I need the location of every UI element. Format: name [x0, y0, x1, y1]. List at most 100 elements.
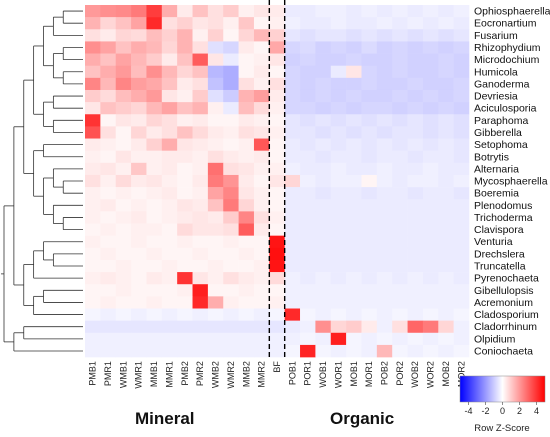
column-label: WMR2	[226, 361, 236, 389]
heatmap-cell	[192, 223, 209, 236]
heatmap-cell	[361, 296, 378, 309]
heatmap-cell	[100, 29, 117, 42]
heatmap-cell	[453, 284, 470, 297]
heatmap-cell	[223, 308, 239, 321]
heatmap-cell	[100, 138, 117, 151]
heatmap-cell	[115, 308, 132, 321]
heatmap-cell	[115, 320, 132, 334]
heatmap-cell	[300, 223, 316, 236]
heatmap-cell	[85, 65, 101, 79]
column-label: MOR2	[456, 361, 466, 387]
heatmap-cell	[346, 65, 362, 79]
column-label: PMB1	[88, 361, 98, 386]
heatmap-cell	[177, 150, 193, 164]
heatmap-cell	[146, 5, 163, 18]
heatmap-cell	[223, 332, 239, 346]
heatmap-cell	[284, 126, 301, 139]
column-label: POR2	[395, 361, 405, 386]
heatmap-cell	[223, 17, 239, 30]
heatmap-cell	[238, 344, 255, 358]
heatmap-cell	[300, 65, 316, 79]
heatmap-cell	[284, 211, 301, 224]
heatmap-cell	[330, 259, 347, 273]
heatmap-cell	[192, 332, 209, 346]
heatmap-cell	[284, 223, 301, 236]
heatmap-cell	[161, 65, 178, 79]
heatmap-cell	[100, 77, 117, 91]
heatmap-cell	[238, 199, 255, 212]
heatmap-cell	[346, 187, 362, 200]
heatmap-cell	[392, 308, 408, 321]
heatmap-cell	[453, 199, 470, 212]
heatmap-cell	[131, 344, 147, 358]
heatmap-cell	[300, 308, 316, 321]
heatmap-cell	[177, 5, 193, 18]
heatmap-cell	[146, 174, 163, 188]
heatmap-cell	[131, 296, 147, 309]
heatmap-cell	[407, 247, 424, 261]
heatmap-cell	[346, 89, 362, 103]
heatmap-cell	[115, 344, 132, 358]
heatmap-cell	[376, 65, 393, 79]
heatmap-cell	[146, 247, 163, 261]
heatmap-cell	[161, 138, 178, 151]
heatmap-cell	[392, 344, 408, 358]
heatmap-cell	[269, 235, 285, 249]
heatmap-cell	[361, 102, 378, 115]
color-key: -4 -2 0 2 4 Row Z-Score	[459, 375, 546, 434]
heatmap-cell	[284, 284, 301, 297]
heatmap-cell	[269, 174, 285, 188]
heatmap-cell	[438, 65, 454, 79]
heatmap-cell	[85, 199, 101, 212]
row-label: Eocronartium	[474, 18, 537, 30]
heatmap-cell	[269, 41, 285, 54]
heatmap-cell	[453, 41, 470, 54]
heatmap-cell	[422, 211, 439, 224]
heatmap-cell	[192, 174, 209, 188]
heatmap-cell	[361, 272, 378, 285]
heatmap-cell	[131, 77, 147, 91]
heatmap-cell	[315, 223, 332, 236]
heatmap-cell	[85, 53, 101, 66]
heatmap-cell	[346, 102, 362, 115]
heatmap-cell	[300, 344, 316, 358]
heatmap-cell	[422, 344, 439, 358]
heatmap-cell	[253, 114, 270, 127]
heatmap-cell	[453, 150, 470, 164]
heatmap-cell	[238, 89, 255, 103]
heatmap-cell	[315, 77, 332, 91]
heatmap-cell	[315, 211, 332, 224]
heatmap-cell	[407, 223, 424, 236]
heatmap-cell	[115, 187, 132, 200]
heatmap-cell	[300, 284, 316, 297]
heatmap-cell	[253, 332, 270, 346]
heatmap-cell	[131, 41, 147, 54]
heatmap-cell	[330, 296, 347, 309]
row-label: Botrytis	[474, 151, 509, 163]
heatmap-cell	[392, 174, 408, 188]
heatmap-cell	[407, 308, 424, 321]
heatmap-cell	[422, 102, 439, 115]
heatmap-cell	[407, 211, 424, 224]
heatmap-cell	[453, 89, 470, 103]
heatmap-cell	[269, 296, 285, 309]
heatmap-cell	[361, 5, 378, 18]
heatmap-cell	[407, 5, 424, 18]
heatmap-cell	[238, 308, 255, 321]
heatmap-cell	[253, 247, 270, 261]
heatmap-cell	[346, 320, 362, 334]
heatmap-cell	[422, 77, 439, 91]
heatmap-cell	[161, 223, 178, 236]
heatmap-cell	[100, 150, 117, 164]
heatmap-cell	[392, 320, 408, 334]
heatmap-cell	[330, 174, 347, 188]
heatmap-cell	[146, 308, 163, 321]
heatmap-cell	[376, 126, 393, 139]
heatmap-cell	[207, 247, 224, 261]
heatmap-cell	[438, 320, 454, 334]
heatmap-cell	[146, 138, 163, 151]
heatmap-cell	[376, 77, 393, 91]
heatmap-cell	[361, 53, 378, 66]
heatmap-cell	[284, 296, 301, 309]
heatmap-cell	[315, 199, 332, 212]
